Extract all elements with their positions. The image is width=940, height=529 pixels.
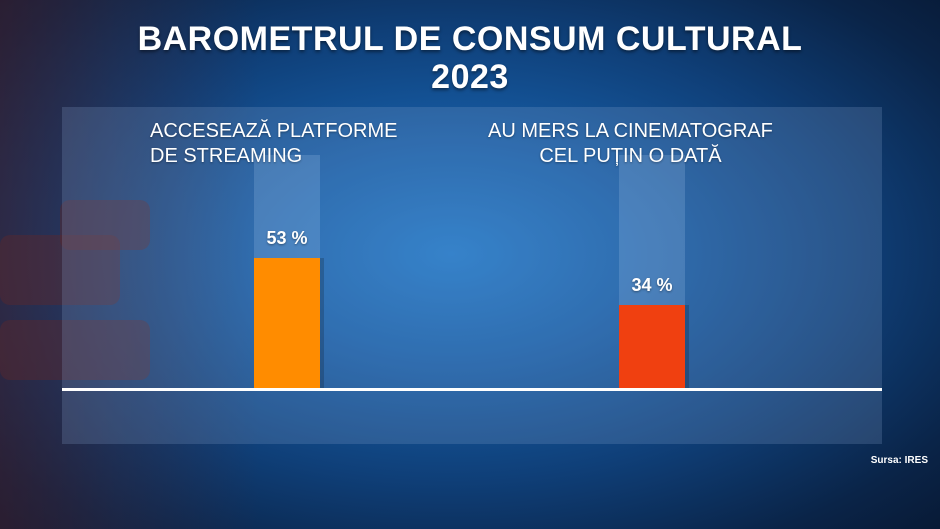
chart-baseline: [62, 388, 882, 391]
background-seat: [60, 200, 150, 250]
background-seat: [0, 235, 120, 305]
title-line-2: 2023: [431, 58, 509, 96]
category-label-streaming: ACCESEAZĂ PLATFORME DE STREAMING: [150, 119, 397, 169]
title-line-1: BAROMETRUL DE CONSUM CULTURAL: [137, 20, 803, 58]
source-note: Sursa: IRES: [870, 455, 928, 466]
bar-streaming: [254, 258, 320, 388]
category-label-line: CEL PUȚIN O DATĂ: [539, 145, 722, 167]
background-seat: [0, 320, 150, 380]
chart-title: BAROMETRUL DE CONSUM CULTURAL 2023: [0, 20, 940, 96]
chart-panel: [62, 107, 882, 444]
category-label-line: ACCESEAZĂ PLATFORME: [150, 120, 398, 142]
bar-cinema: [619, 305, 685, 388]
category-label-line: DE STREAMING: [150, 145, 303, 167]
value-label-cinema: 34 %: [631, 275, 673, 295]
background-cinema-seats: [0, 0, 260, 529]
value-label-streaming: 53 %: [266, 228, 308, 248]
category-label-cinema: AU MERS LA CINEMATOGRAF CEL PUȚIN O DATĂ: [488, 119, 773, 169]
category-label-line: AU MERS LA CINEMATOGRAF: [488, 120, 773, 142]
